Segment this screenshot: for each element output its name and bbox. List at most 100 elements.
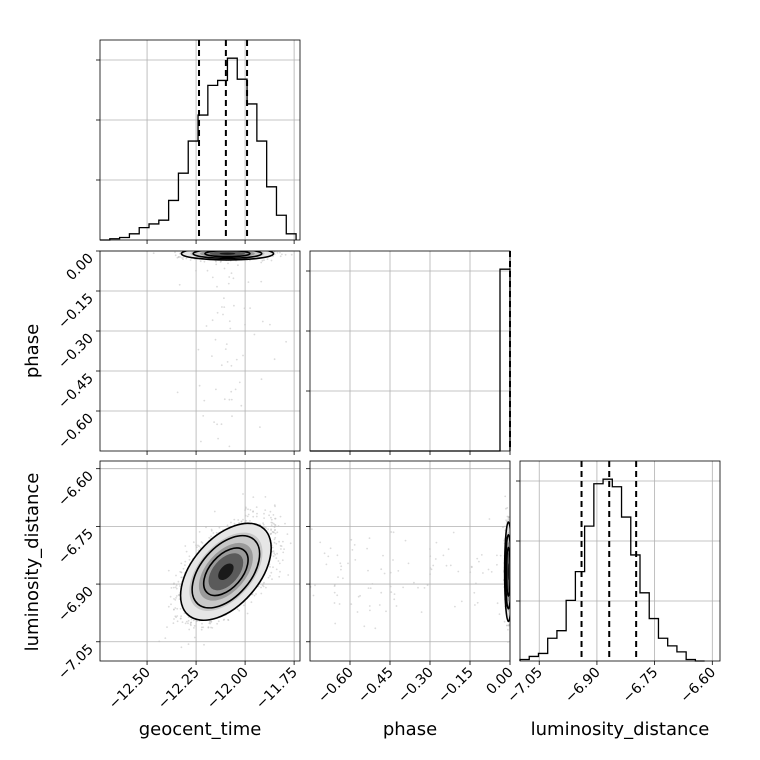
sample-point xyxy=(223,306,226,308)
sample-point xyxy=(203,643,205,646)
sample-point xyxy=(262,585,265,588)
sample-point xyxy=(175,574,177,577)
sample-point xyxy=(174,254,177,257)
sample-point xyxy=(262,522,264,525)
distance-ytick-label: −6.75 xyxy=(55,526,97,568)
sample-point xyxy=(223,398,226,401)
sample-point xyxy=(198,384,201,387)
sample-point xyxy=(176,391,179,394)
sample-point xyxy=(269,566,271,568)
sample-point xyxy=(238,522,241,524)
sample-point xyxy=(244,507,247,510)
sample-point xyxy=(270,533,272,535)
sample-point xyxy=(249,520,251,522)
sample-point xyxy=(158,640,161,643)
sample-point xyxy=(226,361,229,363)
sample-point xyxy=(181,576,183,579)
sample-point xyxy=(174,607,177,609)
sample-point xyxy=(202,626,205,629)
sample-point xyxy=(289,542,292,545)
histogram-step-line xyxy=(310,268,511,452)
sample-point xyxy=(195,269,197,272)
sample-point xyxy=(202,415,205,417)
sample-point xyxy=(242,518,244,521)
sample-point xyxy=(283,548,285,550)
sample-point xyxy=(270,516,272,519)
sample-point xyxy=(217,620,220,623)
sample-point xyxy=(216,311,219,314)
sample-point xyxy=(244,514,247,517)
sample-point xyxy=(234,388,237,391)
sample-point xyxy=(270,571,273,574)
sample-point xyxy=(284,253,287,256)
sample-point xyxy=(269,323,271,326)
sample-point xyxy=(172,622,175,625)
sample-point xyxy=(230,272,233,275)
sample-point xyxy=(181,621,184,623)
sample-point xyxy=(281,559,284,562)
sample-point xyxy=(265,586,267,589)
sample-point xyxy=(217,437,220,440)
sample-point xyxy=(203,260,206,263)
sample-point xyxy=(255,593,257,595)
sample-point xyxy=(276,251,279,254)
sample-point xyxy=(252,496,255,498)
sample-point xyxy=(175,584,178,587)
sample-point xyxy=(181,257,183,259)
sample-point xyxy=(174,586,177,589)
sample-point xyxy=(188,628,191,631)
sample-point xyxy=(170,587,173,589)
sample-point xyxy=(273,251,276,253)
phase-ytick-label: −0.15 xyxy=(55,291,97,333)
sample-point xyxy=(269,510,272,513)
sample-point xyxy=(203,399,206,402)
sample-point xyxy=(182,258,184,260)
density-fill xyxy=(219,252,236,255)
sample-point xyxy=(221,306,223,308)
sample-point xyxy=(249,307,252,309)
sample-point xyxy=(174,251,176,254)
sample-point xyxy=(213,421,216,423)
sample-point xyxy=(271,578,273,581)
sample-point xyxy=(278,562,281,565)
sample-point xyxy=(226,524,229,527)
sample-point xyxy=(190,621,193,624)
sample-point xyxy=(260,378,263,381)
sample-point xyxy=(152,252,155,255)
sample-point xyxy=(214,338,217,341)
sample-point xyxy=(242,354,244,357)
sample-point xyxy=(279,544,282,547)
sample-point xyxy=(176,620,179,623)
sample-point xyxy=(184,622,187,625)
sample-point xyxy=(274,553,276,556)
sample-point xyxy=(264,509,267,511)
sample-point xyxy=(282,551,285,554)
sample-point xyxy=(260,586,262,589)
sample-point xyxy=(266,258,269,261)
sample-point xyxy=(244,509,247,511)
sample-point xyxy=(180,562,183,565)
sample-point xyxy=(193,636,196,639)
sample-point xyxy=(213,510,216,513)
sample-point xyxy=(273,538,276,541)
sample-point xyxy=(230,521,232,524)
panel-scatter-distance-vs-geocent-time: −12.50 −12.25 −12.00 −11.75−7.05−6.90−6.75−… xyxy=(55,460,301,712)
sample-point xyxy=(279,255,282,258)
sample-point xyxy=(246,612,249,615)
sample-point xyxy=(270,529,272,531)
sample-point xyxy=(228,320,231,323)
sample-point xyxy=(208,620,211,623)
sample-point xyxy=(211,355,213,357)
sample-point xyxy=(189,259,192,261)
sample-point xyxy=(265,527,267,529)
phase-ytick-label: −0.45 xyxy=(55,371,97,413)
sample-point xyxy=(232,277,235,280)
sample-point xyxy=(176,256,179,259)
sample-point xyxy=(200,541,203,543)
sample-point xyxy=(260,280,263,283)
sample-point xyxy=(263,259,265,261)
sample-point xyxy=(242,604,245,607)
scatter-points xyxy=(152,251,293,448)
phase-ytick-label: −0.60 xyxy=(55,411,97,453)
